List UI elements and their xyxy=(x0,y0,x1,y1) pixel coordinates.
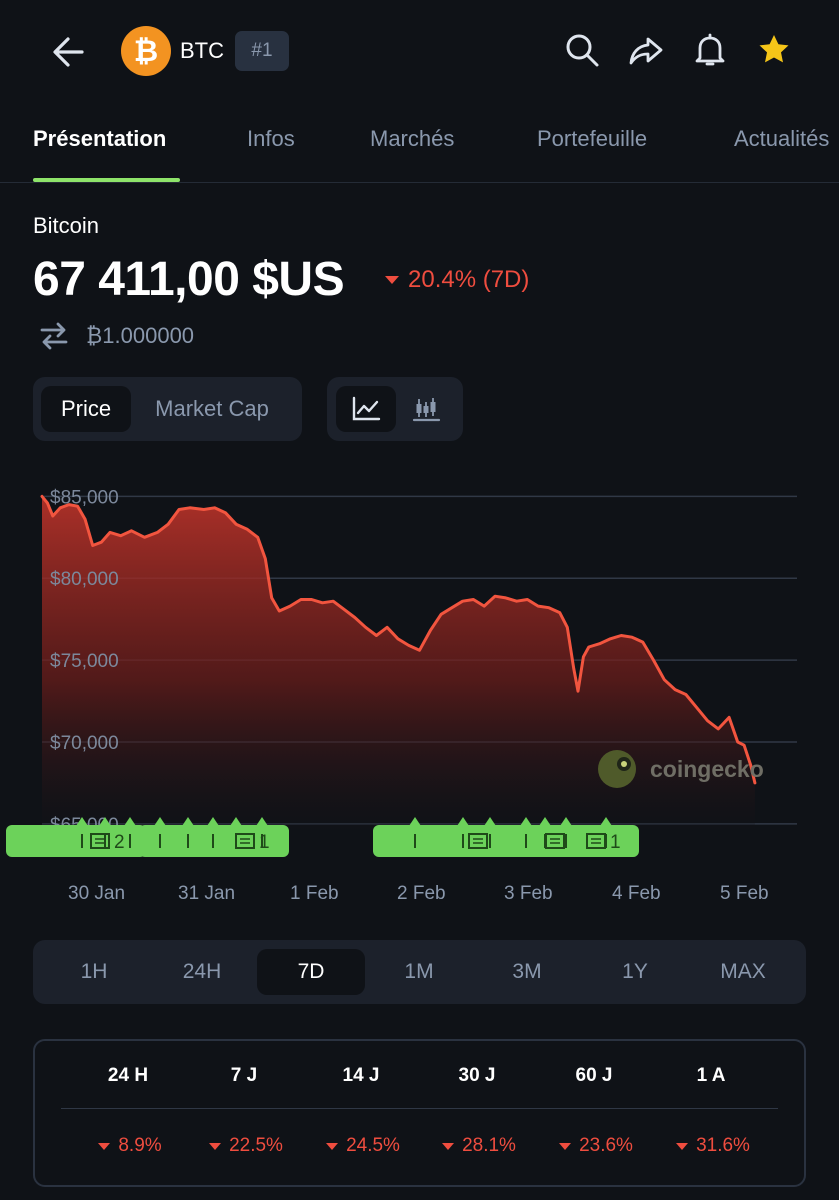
newspaper-icon xyxy=(468,833,488,849)
range-24h-button[interactable]: 24H xyxy=(182,960,222,983)
watermark-text: coingecko xyxy=(650,756,764,782)
x-tick-label: 1 Feb xyxy=(290,883,339,904)
price-change: 20.4% (7D) xyxy=(385,266,529,294)
price-area xyxy=(42,496,755,832)
bitcoin-logo: ₿ xyxy=(121,26,171,76)
x-tick-label: 2 Feb xyxy=(397,883,446,904)
news-marker[interactable]: 1 xyxy=(373,817,639,857)
newspaper-icon xyxy=(90,833,110,849)
range-max-button[interactable]: MAX xyxy=(720,960,766,983)
news-count: 1 xyxy=(259,832,270,853)
y-tick-label: $85,000 xyxy=(50,487,119,508)
perf-header: 14 J xyxy=(342,1065,380,1086)
tab-presentation[interactable]: Présentation xyxy=(33,126,167,151)
news-count: 1 xyxy=(610,832,621,853)
perf-divider xyxy=(61,1108,778,1109)
range-1m-button[interactable]: 1M xyxy=(404,960,434,983)
perf-value-text: 23.6% xyxy=(579,1135,633,1156)
time-range-selector xyxy=(33,940,806,1004)
perf-header: 1 A xyxy=(696,1065,726,1086)
news-marker[interactable]: 2 xyxy=(6,817,146,857)
tab-marches[interactable]: Marchés xyxy=(370,126,455,151)
perf-header: 60 J xyxy=(575,1065,613,1086)
perf-header: 24 H xyxy=(107,1065,149,1086)
perf-value: 8.9% xyxy=(80,1135,180,1157)
range-1y-button[interactable]: 1Y xyxy=(622,960,648,983)
x-tick-label: 31 Jan xyxy=(178,883,236,904)
perf-value: 22.5% xyxy=(196,1135,296,1157)
perf-value-text: 24.5% xyxy=(346,1135,400,1156)
y-tick-label: $70,000 xyxy=(50,733,119,754)
perf-header: 30 J xyxy=(458,1065,496,1086)
coin-price: 67 411,00 $US xyxy=(33,253,345,306)
perf-value-text: 31.6% xyxy=(696,1135,750,1156)
newspaper-icon xyxy=(545,833,565,849)
down-triangle-icon xyxy=(209,1142,222,1150)
x-tick-label: 4 Feb xyxy=(612,883,661,904)
perf-value: 31.6% xyxy=(663,1135,763,1157)
perf-value-text: 8.9% xyxy=(118,1135,162,1156)
tab-portefeuille[interactable]: Portefeuille xyxy=(537,126,648,151)
line-chart-button[interactable] xyxy=(336,386,396,432)
candlestick-icon xyxy=(412,398,441,422)
news-count: 2 xyxy=(114,832,125,853)
market-cap-toggle-button[interactable]: Market Cap xyxy=(155,396,269,421)
active-tab-indicator xyxy=(33,178,180,182)
down-triangle-icon xyxy=(326,1142,339,1150)
down-triangle-icon xyxy=(98,1142,111,1150)
perf-value: 24.5% xyxy=(313,1135,413,1157)
x-tick-label: 5 Feb xyxy=(720,883,769,904)
range-3m-button[interactable]: 3M xyxy=(512,960,542,983)
coin-name: Bitcoin xyxy=(33,213,100,238)
line-chart-icon xyxy=(352,396,381,421)
price-chart[interactable]: $85,000$80,000$75,000$70,000$65,000 coin… xyxy=(0,480,839,920)
share-icon[interactable] xyxy=(626,30,666,70)
x-tick-label: 30 Jan xyxy=(68,883,126,904)
tabs-divider xyxy=(0,182,839,183)
btc-value: ₿1.000000 xyxy=(86,323,195,348)
down-triangle-icon xyxy=(676,1142,689,1150)
perf-value-text: 28.1% xyxy=(462,1135,516,1156)
price-line xyxy=(40,494,757,785)
range-7d-button[interactable]: 7D xyxy=(257,949,365,995)
perf-header: 7 J xyxy=(230,1065,258,1086)
swap-arrows-icon[interactable] xyxy=(38,320,70,352)
coingecko-watermark: coingecko xyxy=(598,750,764,788)
perf-value: 23.6% xyxy=(546,1135,646,1157)
bitcoin-glyph: ₿ xyxy=(133,33,159,69)
newspaper-icon xyxy=(235,833,255,849)
search-icon[interactable] xyxy=(562,30,602,70)
perf-value: 28.1% xyxy=(429,1135,529,1157)
down-triangle-icon xyxy=(442,1142,455,1150)
price-toggle-button[interactable]: Price xyxy=(41,386,131,432)
newspaper-icon xyxy=(586,833,606,849)
y-tick-label: $80,000 xyxy=(50,569,119,590)
x-tick-label: 3 Feb xyxy=(504,883,553,904)
down-triangle-icon xyxy=(559,1142,572,1150)
bell-icon[interactable] xyxy=(690,30,730,70)
price-change-value: 20.4% (7D) xyxy=(408,266,530,293)
back-arrow-icon[interactable] xyxy=(48,30,92,74)
range-1h-button[interactable]: 1H xyxy=(80,960,108,983)
tab-infos[interactable]: Infos xyxy=(247,126,295,151)
performance-table xyxy=(33,1039,806,1187)
candlestick-chart-button[interactable] xyxy=(396,386,456,432)
star-icon[interactable] xyxy=(754,30,794,70)
rank-badge: #1 xyxy=(235,31,289,71)
down-triangle-icon xyxy=(385,276,399,284)
coin-symbol: BTC xyxy=(180,38,224,63)
perf-value-text: 22.5% xyxy=(229,1135,283,1156)
tab-actualites[interactable]: Actualités xyxy=(734,126,830,151)
news-marker[interactable]: 1 xyxy=(139,817,289,857)
y-tick-label: $75,000 xyxy=(50,651,119,672)
